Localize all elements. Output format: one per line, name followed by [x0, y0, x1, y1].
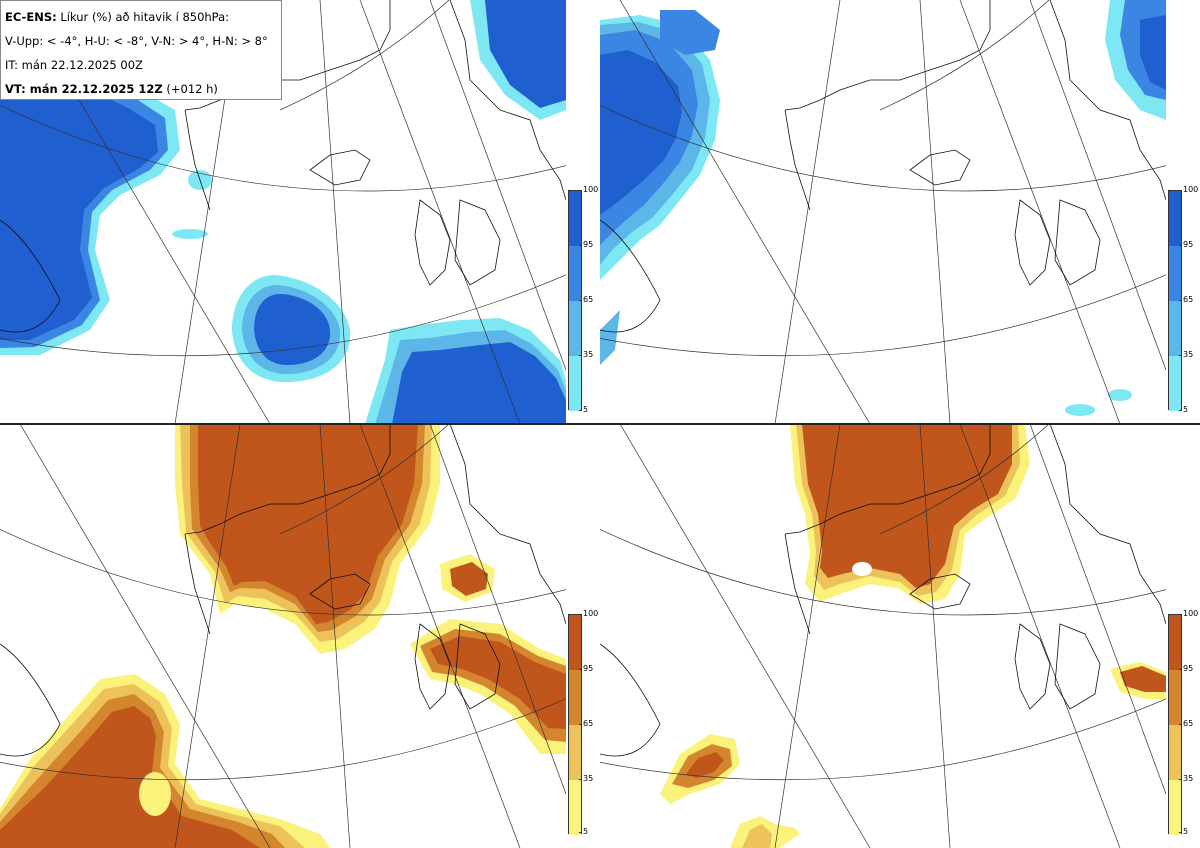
colorbar-segment: [569, 670, 581, 725]
colorbar-tick: 100: [578, 185, 599, 194]
graticule: [0, 424, 566, 848]
colorbar-tick: 95: [1178, 664, 1194, 673]
colorbar-tick: 95: [578, 240, 594, 249]
colorbar-tick: 95: [578, 664, 594, 673]
map-canvas: [600, 0, 1166, 424]
colorbar-tick: 65: [578, 719, 594, 728]
coastlines: [600, 0, 1166, 333]
colorbar-segment: [1169, 301, 1181, 356]
map-canvas: [600, 424, 1166, 848]
colorbar-tick: 65: [1178, 719, 1194, 728]
colorbar-tick: 5: [1178, 827, 1189, 836]
graticule: [600, 0, 1166, 424]
colorbar-segment: [1169, 246, 1181, 301]
graticule: [0, 0, 566, 424]
colorbar-segment: [1169, 725, 1181, 780]
init-time: IT: mán 22.12.2025 00Z: [5, 58, 143, 72]
colorbar-tick: 65: [1178, 295, 1194, 304]
threshold-definitions: V-Upp: < -4°, H-U: < -8°, V-N: > 4°, H-N…: [5, 34, 268, 48]
valid-time: VT: mán 22.12.2025 12Z: [5, 82, 163, 96]
map-canvas: [0, 0, 566, 424]
colorbar-segment: [1169, 670, 1181, 725]
colorbar-tick: 35: [1178, 350, 1194, 359]
colorbar-tick: 95: [1178, 240, 1194, 249]
colorbar-segment: [1169, 615, 1181, 670]
graticule: [600, 424, 1166, 848]
colorbar-segment: [1169, 356, 1181, 411]
map-canvas: [0, 424, 566, 848]
probability-shading: [660, 424, 1166, 848]
valid-time-row: VT: mán 22.12.2025 12Z (+012 h): [5, 77, 277, 101]
colorbar-tick: 100: [1178, 185, 1199, 194]
coastlines: [0, 424, 566, 757]
colorbar-tick: 35: [1178, 774, 1194, 783]
model-name: EC-ENS:: [5, 10, 57, 24]
colorbar-segment: [569, 780, 581, 835]
map-panel-bottom-right: [600, 424, 1166, 848]
info-title-row: EC-ENS: Líkur (%) að hitavik í 850hPa:: [5, 5, 277, 29]
colorbar-segment: [1169, 780, 1181, 835]
probability-shading: [600, 0, 1166, 416]
colorbar-segment: [569, 301, 581, 356]
colorbar-segment: [1169, 191, 1181, 246]
coastlines: [0, 0, 566, 333]
panel-separator: [0, 423, 1200, 425]
product-title: Líkur (%) að hitavik í 850hPa:: [60, 10, 230, 24]
colorbar-segment: [569, 246, 581, 301]
coastlines: [600, 424, 1166, 757]
colorbar-tick: 100: [1178, 609, 1199, 618]
colorbar-tick: 35: [578, 350, 594, 359]
colorbar-tick: 5: [578, 405, 589, 414]
colorbar-tick: 65: [578, 295, 594, 304]
map-panel-bottom-left: [0, 424, 566, 848]
colorbar-tick: 35: [578, 774, 594, 783]
probability-shading: [0, 0, 566, 424]
info-legend-box: EC-ENS: Líkur (%) að hitavik í 850hPa: V…: [0, 0, 282, 100]
map-panel-top-right: [600, 0, 1166, 424]
lead-time: (+012 h): [166, 82, 218, 96]
colorbar-tick: 100: [578, 609, 599, 618]
colorbar-tick: 5: [578, 827, 589, 836]
colorbar-segment: [569, 191, 581, 246]
colorbar-warm-left: [568, 614, 582, 835]
map-panel-top-left: [0, 0, 566, 424]
colorbar-segment: [569, 725, 581, 780]
colorbar-tick: 5: [1178, 405, 1189, 414]
probability-shading: [0, 424, 566, 848]
colorbar-segment: [569, 356, 581, 411]
colorbar-segment: [569, 615, 581, 670]
